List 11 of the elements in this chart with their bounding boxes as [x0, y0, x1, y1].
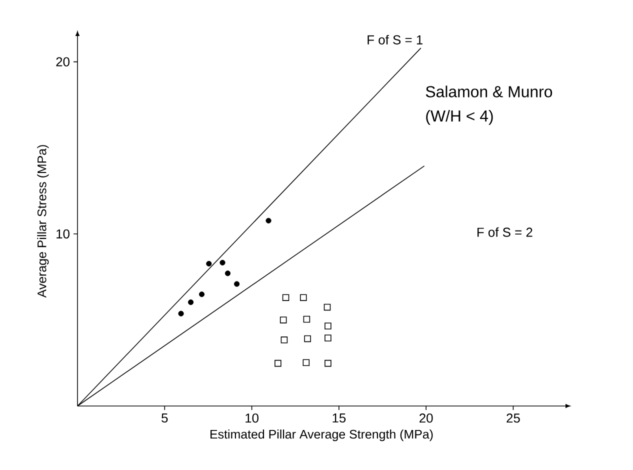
x-axis-title: Estimated Pillar Average Strength (MPa) — [210, 430, 433, 442]
x-tick-label: 25 — [506, 414, 520, 423]
x-tick-label: 15 — [332, 414, 346, 423]
annotation: F of S = 1 — [368, 34, 422, 44]
y-axis-title: Average Pillar Stress (MPa) — [37, 145, 49, 298]
x-tick-label: 10 — [246, 414, 258, 423]
annotation: F of S = 2 — [477, 227, 532, 237]
x-tick-label: 5 — [162, 414, 168, 423]
annotation: Salamon & Munro — [426, 86, 552, 98]
x-tick-label: 20 — [420, 414, 433, 423]
annotation: (W/H < 4) — [426, 110, 493, 125]
